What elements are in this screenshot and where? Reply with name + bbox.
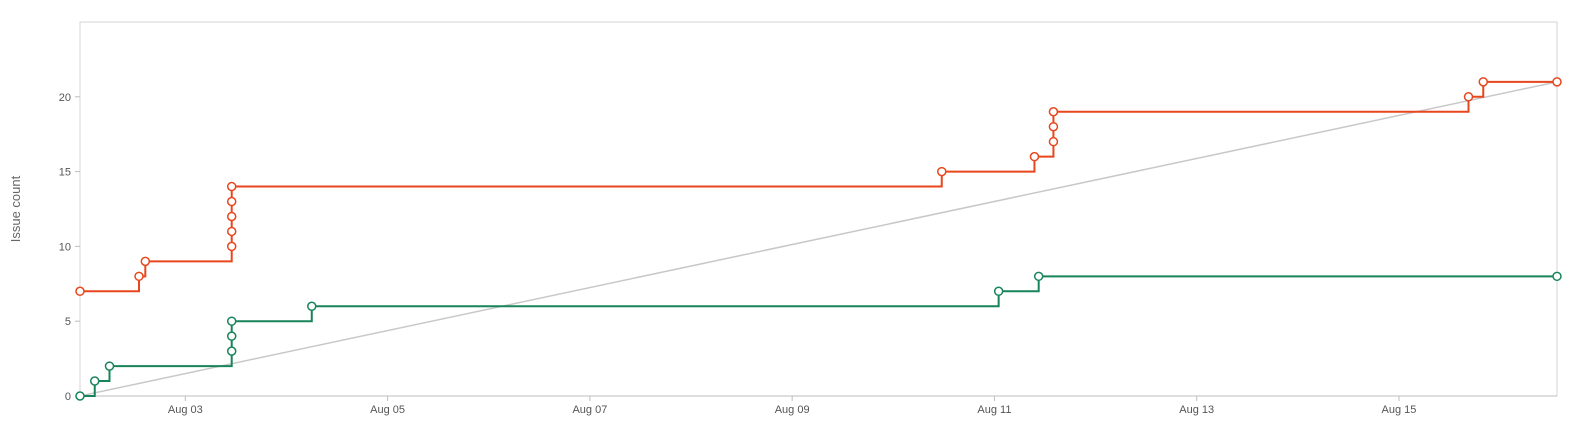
data-point[interactable] bbox=[226, 181, 237, 192]
x-tick-label: Aug 15 bbox=[1382, 404, 1417, 416]
data-point[interactable] bbox=[1552, 77, 1562, 87]
data-point[interactable] bbox=[226, 316, 237, 326]
y-axis-title: Issue count bbox=[8, 175, 23, 242]
plot-frame bbox=[79, 21, 1558, 397]
data-point[interactable] bbox=[226, 211, 237, 222]
data-point[interactable] bbox=[104, 361, 115, 371]
data-point[interactable] bbox=[993, 286, 1004, 297]
data-point[interactable] bbox=[226, 241, 237, 252]
x-tick-label: Aug 07 bbox=[572, 404, 607, 416]
data-point[interactable] bbox=[1048, 136, 1059, 147]
x-tick-label: Aug 05 bbox=[370, 404, 405, 416]
data-point[interactable] bbox=[75, 391, 85, 401]
data-point[interactable] bbox=[226, 196, 237, 207]
y-tick-label: 5 bbox=[65, 316, 71, 328]
data-point[interactable] bbox=[1048, 121, 1059, 132]
data-point[interactable] bbox=[1552, 271, 1562, 282]
data-point[interactable] bbox=[226, 331, 237, 341]
data-point[interactable] bbox=[307, 301, 317, 311]
data-point[interactable] bbox=[1463, 92, 1474, 102]
data-point[interactable] bbox=[1033, 271, 1044, 282]
data-point[interactable] bbox=[1478, 77, 1489, 87]
data-point[interactable] bbox=[140, 256, 151, 267]
data-point[interactable] bbox=[226, 346, 237, 356]
x-tick-label: Aug 09 bbox=[775, 404, 810, 416]
data-point[interactable] bbox=[75, 286, 85, 297]
x-tick-label: Aug 11 bbox=[977, 404, 1011, 416]
series-line-1 bbox=[80, 275, 1557, 397]
data-point[interactable] bbox=[1048, 107, 1059, 117]
y-tick-label: 10 bbox=[59, 241, 71, 253]
series-line-0 bbox=[80, 80, 1557, 293]
data-point[interactable] bbox=[134, 271, 144, 282]
y-tick-label: 0 bbox=[65, 391, 71, 403]
data-point[interactable] bbox=[1029, 151, 1040, 162]
x-tick-label: Aug 03 bbox=[168, 404, 203, 416]
y-tick-label: 15 bbox=[59, 167, 71, 179]
x-tick-label: Aug 13 bbox=[1179, 404, 1214, 416]
data-point[interactable] bbox=[226, 226, 237, 237]
y-tick-label: 20 bbox=[59, 92, 71, 104]
data-point[interactable] bbox=[937, 166, 947, 177]
trend-line bbox=[79, 81, 1558, 397]
data-point[interactable] bbox=[89, 376, 100, 386]
